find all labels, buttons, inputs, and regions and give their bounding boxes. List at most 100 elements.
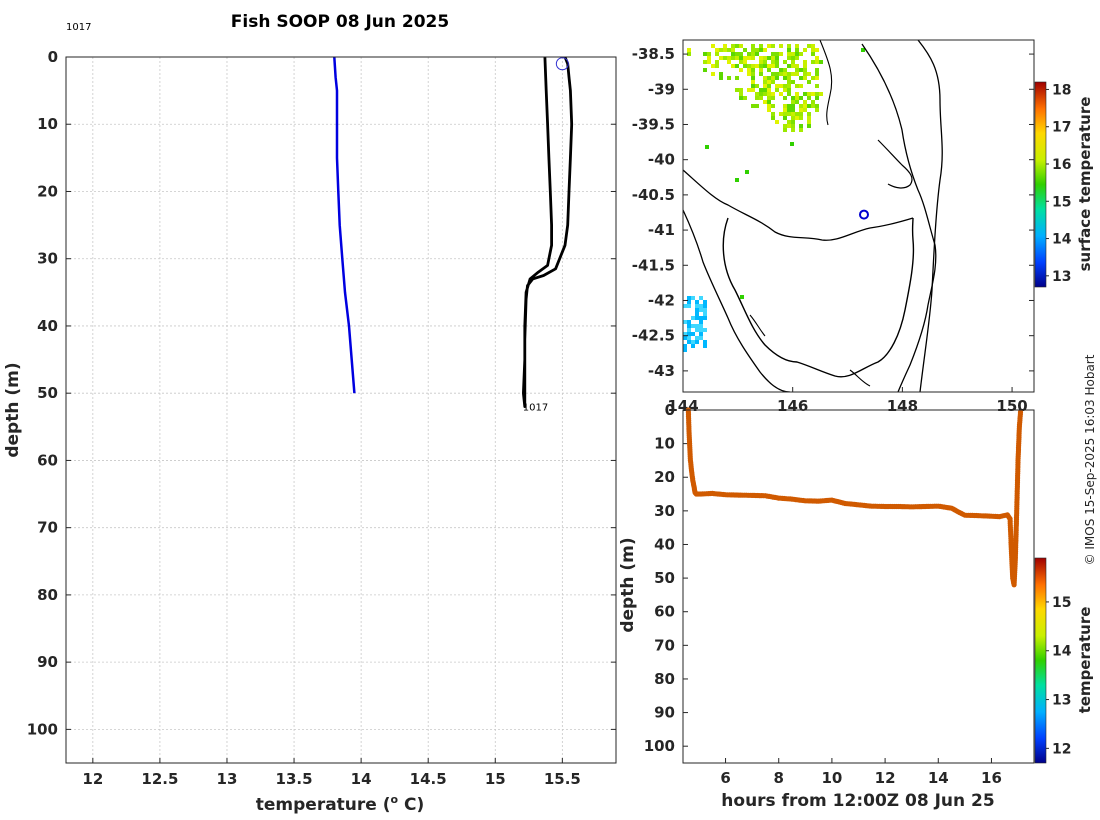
sst-pixel xyxy=(799,116,803,120)
sst-pixel xyxy=(683,304,687,308)
sst-pixel xyxy=(811,48,815,52)
colorbar-tick-label: 15 xyxy=(1052,194,1071,210)
sst-pixel xyxy=(751,68,755,72)
sst-pixel xyxy=(783,104,787,108)
track-y-ticks: 0 10 20 30 40 50 60 70 80 90 100 xyxy=(644,401,688,755)
coastline-west xyxy=(683,209,791,392)
sst-pixel xyxy=(791,96,795,100)
sst-pixel xyxy=(715,48,719,52)
sst-pixel xyxy=(759,68,763,72)
sst-pixel xyxy=(783,108,787,112)
sst-pixel xyxy=(691,340,695,344)
sst-pixel xyxy=(691,344,695,348)
sst-pixel xyxy=(779,92,783,96)
sst-pixel xyxy=(799,68,803,72)
sst-pixel xyxy=(811,44,815,48)
sst-pixel xyxy=(787,104,791,108)
colorbar-tick-label: 15 xyxy=(1052,595,1071,611)
sst-pixel xyxy=(803,64,807,68)
sst-pixel xyxy=(807,92,811,96)
sst-pixel xyxy=(771,64,775,68)
map-y-tick-label: -41 xyxy=(648,221,675,239)
sst-pixel xyxy=(759,44,763,48)
profile-x-tick-label: 14 xyxy=(351,770,372,788)
sst-pixel xyxy=(763,80,767,84)
sst-pixel xyxy=(691,296,695,300)
colorbar-tick-label: 13 xyxy=(1052,693,1071,709)
sst-pixel xyxy=(779,72,783,76)
sst-pixel xyxy=(775,64,779,68)
sst-pixel xyxy=(787,108,791,112)
sst-pixel xyxy=(727,56,731,60)
sst-pixel xyxy=(787,92,791,96)
track-y-axis-label: depth (m) xyxy=(618,537,638,632)
sst-pixel xyxy=(819,92,823,96)
sst-pixel xyxy=(795,68,799,72)
sst-pixel xyxy=(799,84,803,88)
sst-pixel xyxy=(751,84,755,88)
sst-pixel xyxy=(775,56,779,60)
sst-pixel xyxy=(743,96,747,100)
sst-pixel xyxy=(787,124,791,128)
map-x-tick-label: 146 xyxy=(777,397,808,415)
track-point xyxy=(1017,409,1024,415)
sst-pixel xyxy=(807,120,811,124)
sst-pixel xyxy=(743,56,747,60)
sst-pixel xyxy=(703,300,707,304)
sst-pixel xyxy=(695,336,699,340)
sst-pixel xyxy=(779,68,783,72)
profile-y-tick-label: 90 xyxy=(37,653,58,671)
sst-pixel xyxy=(791,108,795,112)
coastline-tasmania xyxy=(722,217,915,378)
sst-pixel xyxy=(747,52,751,56)
sst-pixel xyxy=(759,72,763,76)
sst-pixel xyxy=(811,52,815,56)
sst-pixel xyxy=(699,304,703,308)
sst-pixel xyxy=(727,60,731,64)
sst-pixel xyxy=(771,80,775,84)
sst-pixel xyxy=(815,108,819,112)
sst-pixel xyxy=(799,52,803,56)
sst-pixel xyxy=(799,108,803,112)
sst-pixel xyxy=(791,64,795,68)
sst-pixel xyxy=(767,104,771,108)
sst-pixel xyxy=(735,178,739,182)
sst-pixel xyxy=(803,108,807,112)
sst-pixel xyxy=(739,68,743,72)
sst-pixel xyxy=(699,336,703,340)
sst-pixel xyxy=(747,88,751,92)
sst-pixel xyxy=(787,120,791,124)
sst-pixel xyxy=(799,76,803,80)
temperature-colorbar-ticks: 12 13 14 15 xyxy=(1046,595,1072,757)
sst-pixel xyxy=(807,80,811,84)
sst-pixel xyxy=(783,60,787,64)
sst-pixel xyxy=(795,92,799,96)
sst-pixel xyxy=(811,100,815,104)
sst-pixel xyxy=(799,128,803,132)
coastline-islands xyxy=(877,139,913,189)
sst-pixel xyxy=(763,64,767,68)
sst-pixel xyxy=(787,44,791,48)
sst-pixel xyxy=(767,92,771,96)
sst-pixel xyxy=(740,295,744,299)
sst-pixel xyxy=(795,44,799,48)
profile-y-tick-label: 80 xyxy=(37,586,58,604)
map-y-tick-label: -38.5 xyxy=(632,45,675,63)
sst-pixel xyxy=(735,64,739,68)
sst-pixel xyxy=(707,56,711,60)
sst-pixel xyxy=(815,48,819,52)
sst-pixel xyxy=(795,100,799,104)
sst-pixel xyxy=(699,296,703,300)
sst-pixel xyxy=(683,336,687,340)
temperature-colorbar xyxy=(1034,557,1047,764)
sst-pixel xyxy=(687,340,691,344)
sst-pixel xyxy=(751,72,755,76)
profile-y-tick-label: 100 xyxy=(27,720,58,738)
sst-pixel xyxy=(711,72,715,76)
sst-pixel xyxy=(783,128,787,132)
sst-pixel xyxy=(787,56,791,60)
sst-pixel xyxy=(799,96,803,100)
sst-pixel xyxy=(791,124,795,128)
sst-pixel xyxy=(739,56,743,60)
